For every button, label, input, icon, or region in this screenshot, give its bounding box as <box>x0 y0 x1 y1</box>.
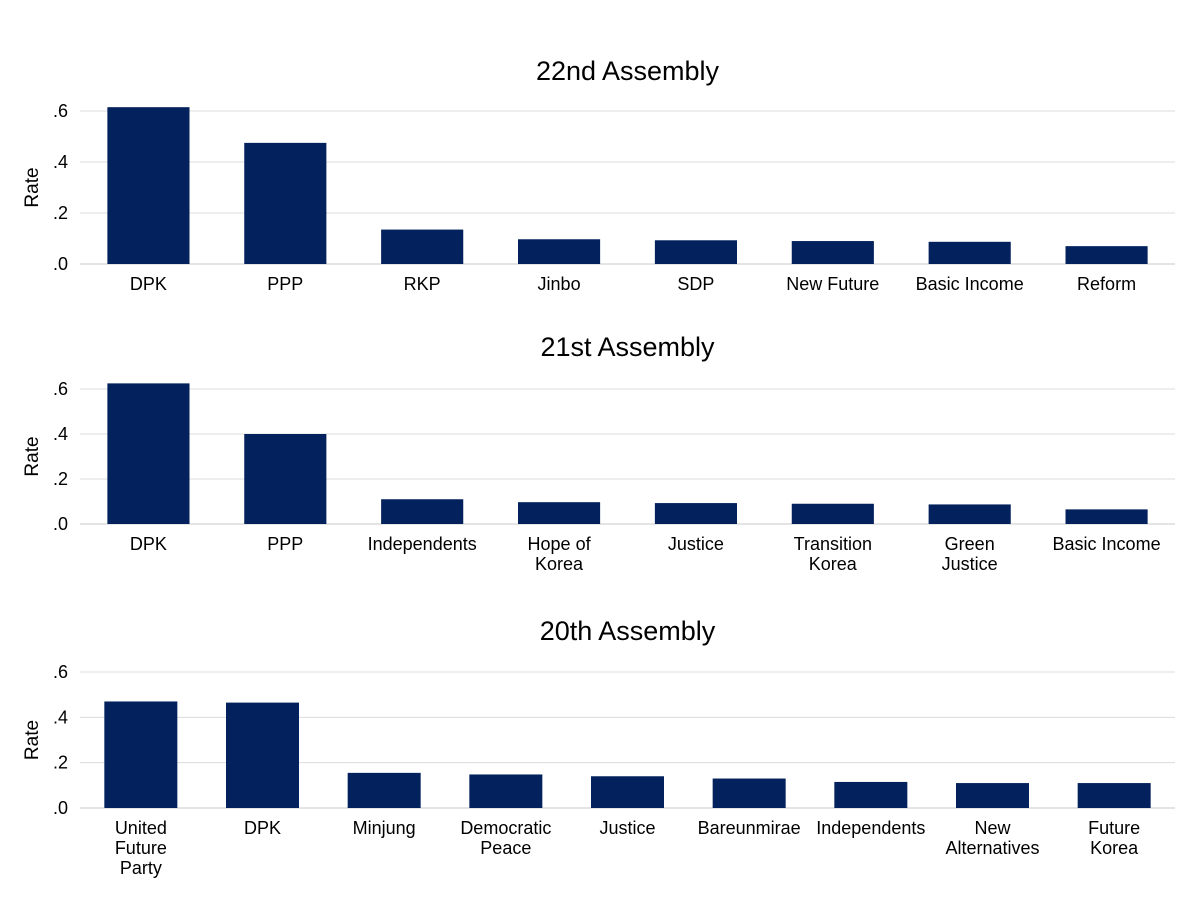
bar-reform <box>1065 246 1148 264</box>
x-tick-label: DPK <box>130 274 167 294</box>
bar-dpk <box>107 383 190 524</box>
y-tick-label: .6 <box>53 101 68 121</box>
chart-title: 22nd Assembly <box>536 56 720 86</box>
bar-ppp <box>244 434 327 524</box>
bar-dpk <box>107 107 190 264</box>
x-tick-label: Independents <box>368 534 477 554</box>
y-tick-label: .2 <box>53 753 68 773</box>
bar-green-justice <box>928 504 1011 524</box>
x-tick-label: Future Korea <box>1088 818 1140 858</box>
y-axis-label: Rate <box>22 720 43 760</box>
y-tick-label: .4 <box>53 424 68 444</box>
bar-independents <box>834 781 908 808</box>
bar-justice <box>654 503 737 524</box>
x-tick-label: Transition Korea <box>794 534 872 574</box>
y-tick-label: .4 <box>53 707 68 727</box>
x-tick-label: Green Justice <box>942 534 998 574</box>
bar-future-korea <box>1077 783 1151 808</box>
x-tick-label: Hope of Korea <box>528 534 592 574</box>
bar-democratic-peace <box>469 774 543 808</box>
x-tick-label: Reform <box>1077 274 1136 294</box>
bar-independents <box>381 499 464 524</box>
x-tick-label: Democratic Peace <box>460 818 551 858</box>
bar-hope-of-korea <box>518 502 601 524</box>
bar-united-future-party <box>104 701 178 808</box>
bar-bareunmirae <box>712 778 786 808</box>
x-tick-label: PPP <box>267 274 303 294</box>
bar-sdp <box>654 240 737 264</box>
y-axis-label: Rate <box>22 436 43 476</box>
bar-justice <box>591 776 664 808</box>
x-tick-label: Minjung <box>353 818 416 838</box>
x-tick-label: PPP <box>267 534 303 554</box>
x-tick-label: Basic Income <box>1053 534 1161 554</box>
x-tick-label: Justice <box>668 534 724 554</box>
y-tick-label: .0 <box>53 514 68 534</box>
bar-basic-income <box>1065 509 1148 524</box>
bar-new-future <box>791 241 874 264</box>
x-tick-label: Basic Income <box>916 274 1024 294</box>
x-tick-label: New Future <box>786 274 879 294</box>
x-tick-label: DPK <box>244 818 281 838</box>
bar-transition-korea <box>791 503 874 524</box>
x-tick-label: Justice <box>599 818 655 838</box>
x-tick-label: Bareunmirae <box>698 818 801 838</box>
chart-panel-3: 20th Assembly Rate .0 .2 .4 .6 United Future Par… <box>22 616 1175 878</box>
bar-dpk <box>226 702 299 808</box>
x-tick-label: Independents <box>816 818 925 838</box>
bar-jinbo <box>518 239 601 264</box>
y-tick-label: .4 <box>53 152 68 172</box>
bar-rkp <box>381 229 464 264</box>
y-axis-label: Rate <box>22 167 43 207</box>
bar-new-alternatives <box>956 783 1029 808</box>
bar-ppp <box>244 142 327 264</box>
bar-minjung <box>347 772 421 808</box>
y-tick-label: .6 <box>53 662 68 682</box>
chart-title: 20th Assembly <box>540 616 716 646</box>
chart-title: 21st Assembly <box>540 332 715 362</box>
x-tick-label: DPK <box>130 534 167 554</box>
x-tick-label: SDP <box>677 274 714 294</box>
chart-panel-1: 22nd Assembly Rate .0 .2 .4 .6 DPK PPP RKP Jinbo S… <box>22 56 1175 294</box>
y-tick-label: .0 <box>53 798 68 818</box>
x-tick-label: Jinbo <box>538 274 581 294</box>
y-tick-label: .0 <box>53 254 68 274</box>
x-tick-label: United Future Party <box>115 818 167 878</box>
bar-basic-income <box>928 241 1011 264</box>
x-tick-label: New Alternatives <box>945 818 1039 858</box>
chart-panel-2: 21st Assembly Rate .0 .2 .4 .6 DPK PPP Independe… <box>22 332 1175 574</box>
y-tick-label: .2 <box>53 203 68 223</box>
x-tick-label: RKP <box>404 274 441 294</box>
y-tick-label: .2 <box>53 469 68 489</box>
y-tick-label: .6 <box>53 379 68 399</box>
